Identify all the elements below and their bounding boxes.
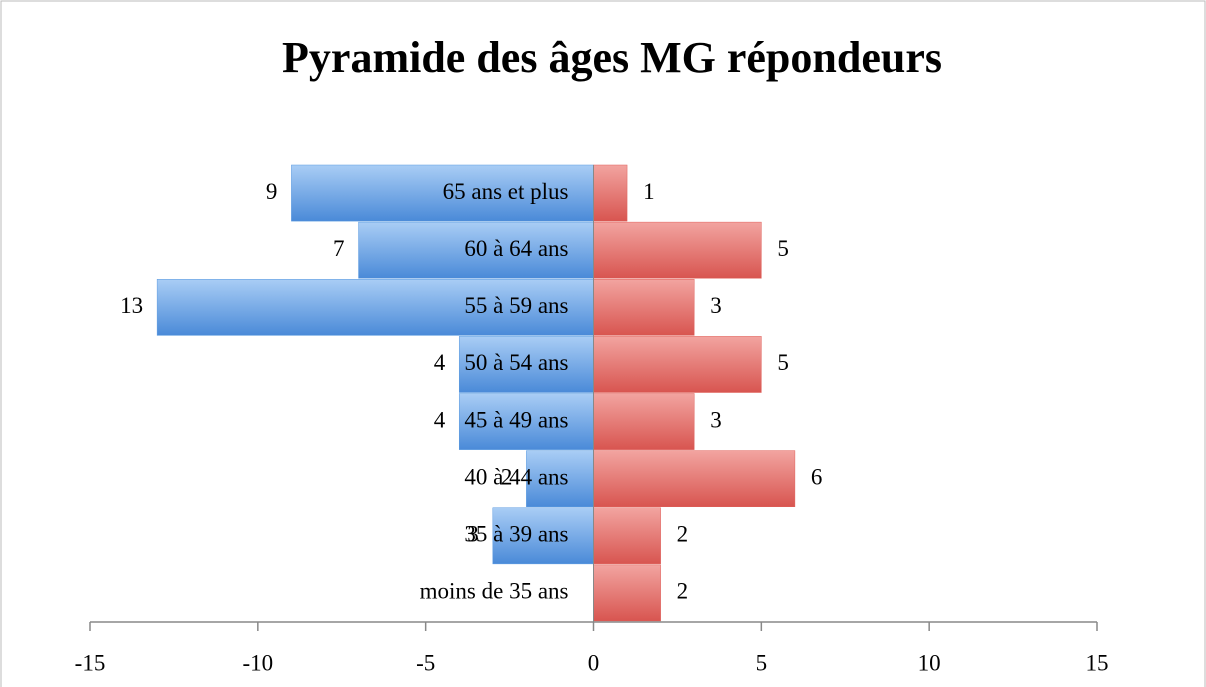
bar [492, 507, 594, 565]
category-label: moins de 35 ans [420, 579, 569, 604]
bar [593, 164, 628, 222]
data-label: 2 [501, 464, 513, 489]
bar [526, 450, 594, 507]
category-label: 50 à 54 ans [464, 350, 568, 375]
x-tick-label: 5 [756, 650, 768, 675]
x-tick-label: -5 [416, 650, 435, 675]
bar [358, 221, 594, 279]
x-tick-label: 0 [588, 650, 600, 675]
data-label: 6 [811, 464, 823, 489]
bar [593, 564, 661, 622]
data-label: 13 [120, 293, 143, 318]
x-tick-label: 15 [1086, 650, 1109, 675]
data-label: 9 [266, 179, 278, 204]
bar [593, 336, 762, 393]
bar [291, 164, 594, 222]
data-label: 3 [710, 293, 722, 318]
data-label: 5 [777, 350, 789, 375]
data-label: 1 [643, 179, 655, 204]
category-label: 40 à 44 ans [464, 464, 568, 489]
bar [593, 221, 762, 279]
chart-title: Pyramide des âges MG répondeurs [282, 33, 942, 82]
data-label: 4 [434, 407, 446, 432]
x-tick-label: -10 [242, 650, 273, 675]
category-label: 65 ans et plus [443, 179, 569, 204]
bar [593, 393, 695, 450]
data-label: 7 [333, 236, 345, 261]
data-label: 3 [467, 522, 479, 547]
bar [593, 450, 796, 507]
bar [156, 279, 594, 336]
category-label: 45 à 49 ans [464, 407, 568, 432]
data-label: 4 [434, 350, 446, 375]
data-label: 3 [710, 407, 722, 432]
x-tick-label: 10 [918, 650, 941, 675]
category-label: 35 à 39 ans [464, 522, 568, 547]
category-label: 60 à 64 ans [464, 236, 568, 261]
data-label: 2 [677, 579, 689, 604]
bar [593, 507, 661, 565]
bar [593, 279, 695, 336]
bar [458, 336, 594, 393]
data-label: 2 [677, 522, 689, 547]
category-label: 55 à 59 ans [464, 293, 568, 318]
x-tick-label: -15 [75, 650, 106, 675]
data-label: 5 [777, 236, 789, 261]
